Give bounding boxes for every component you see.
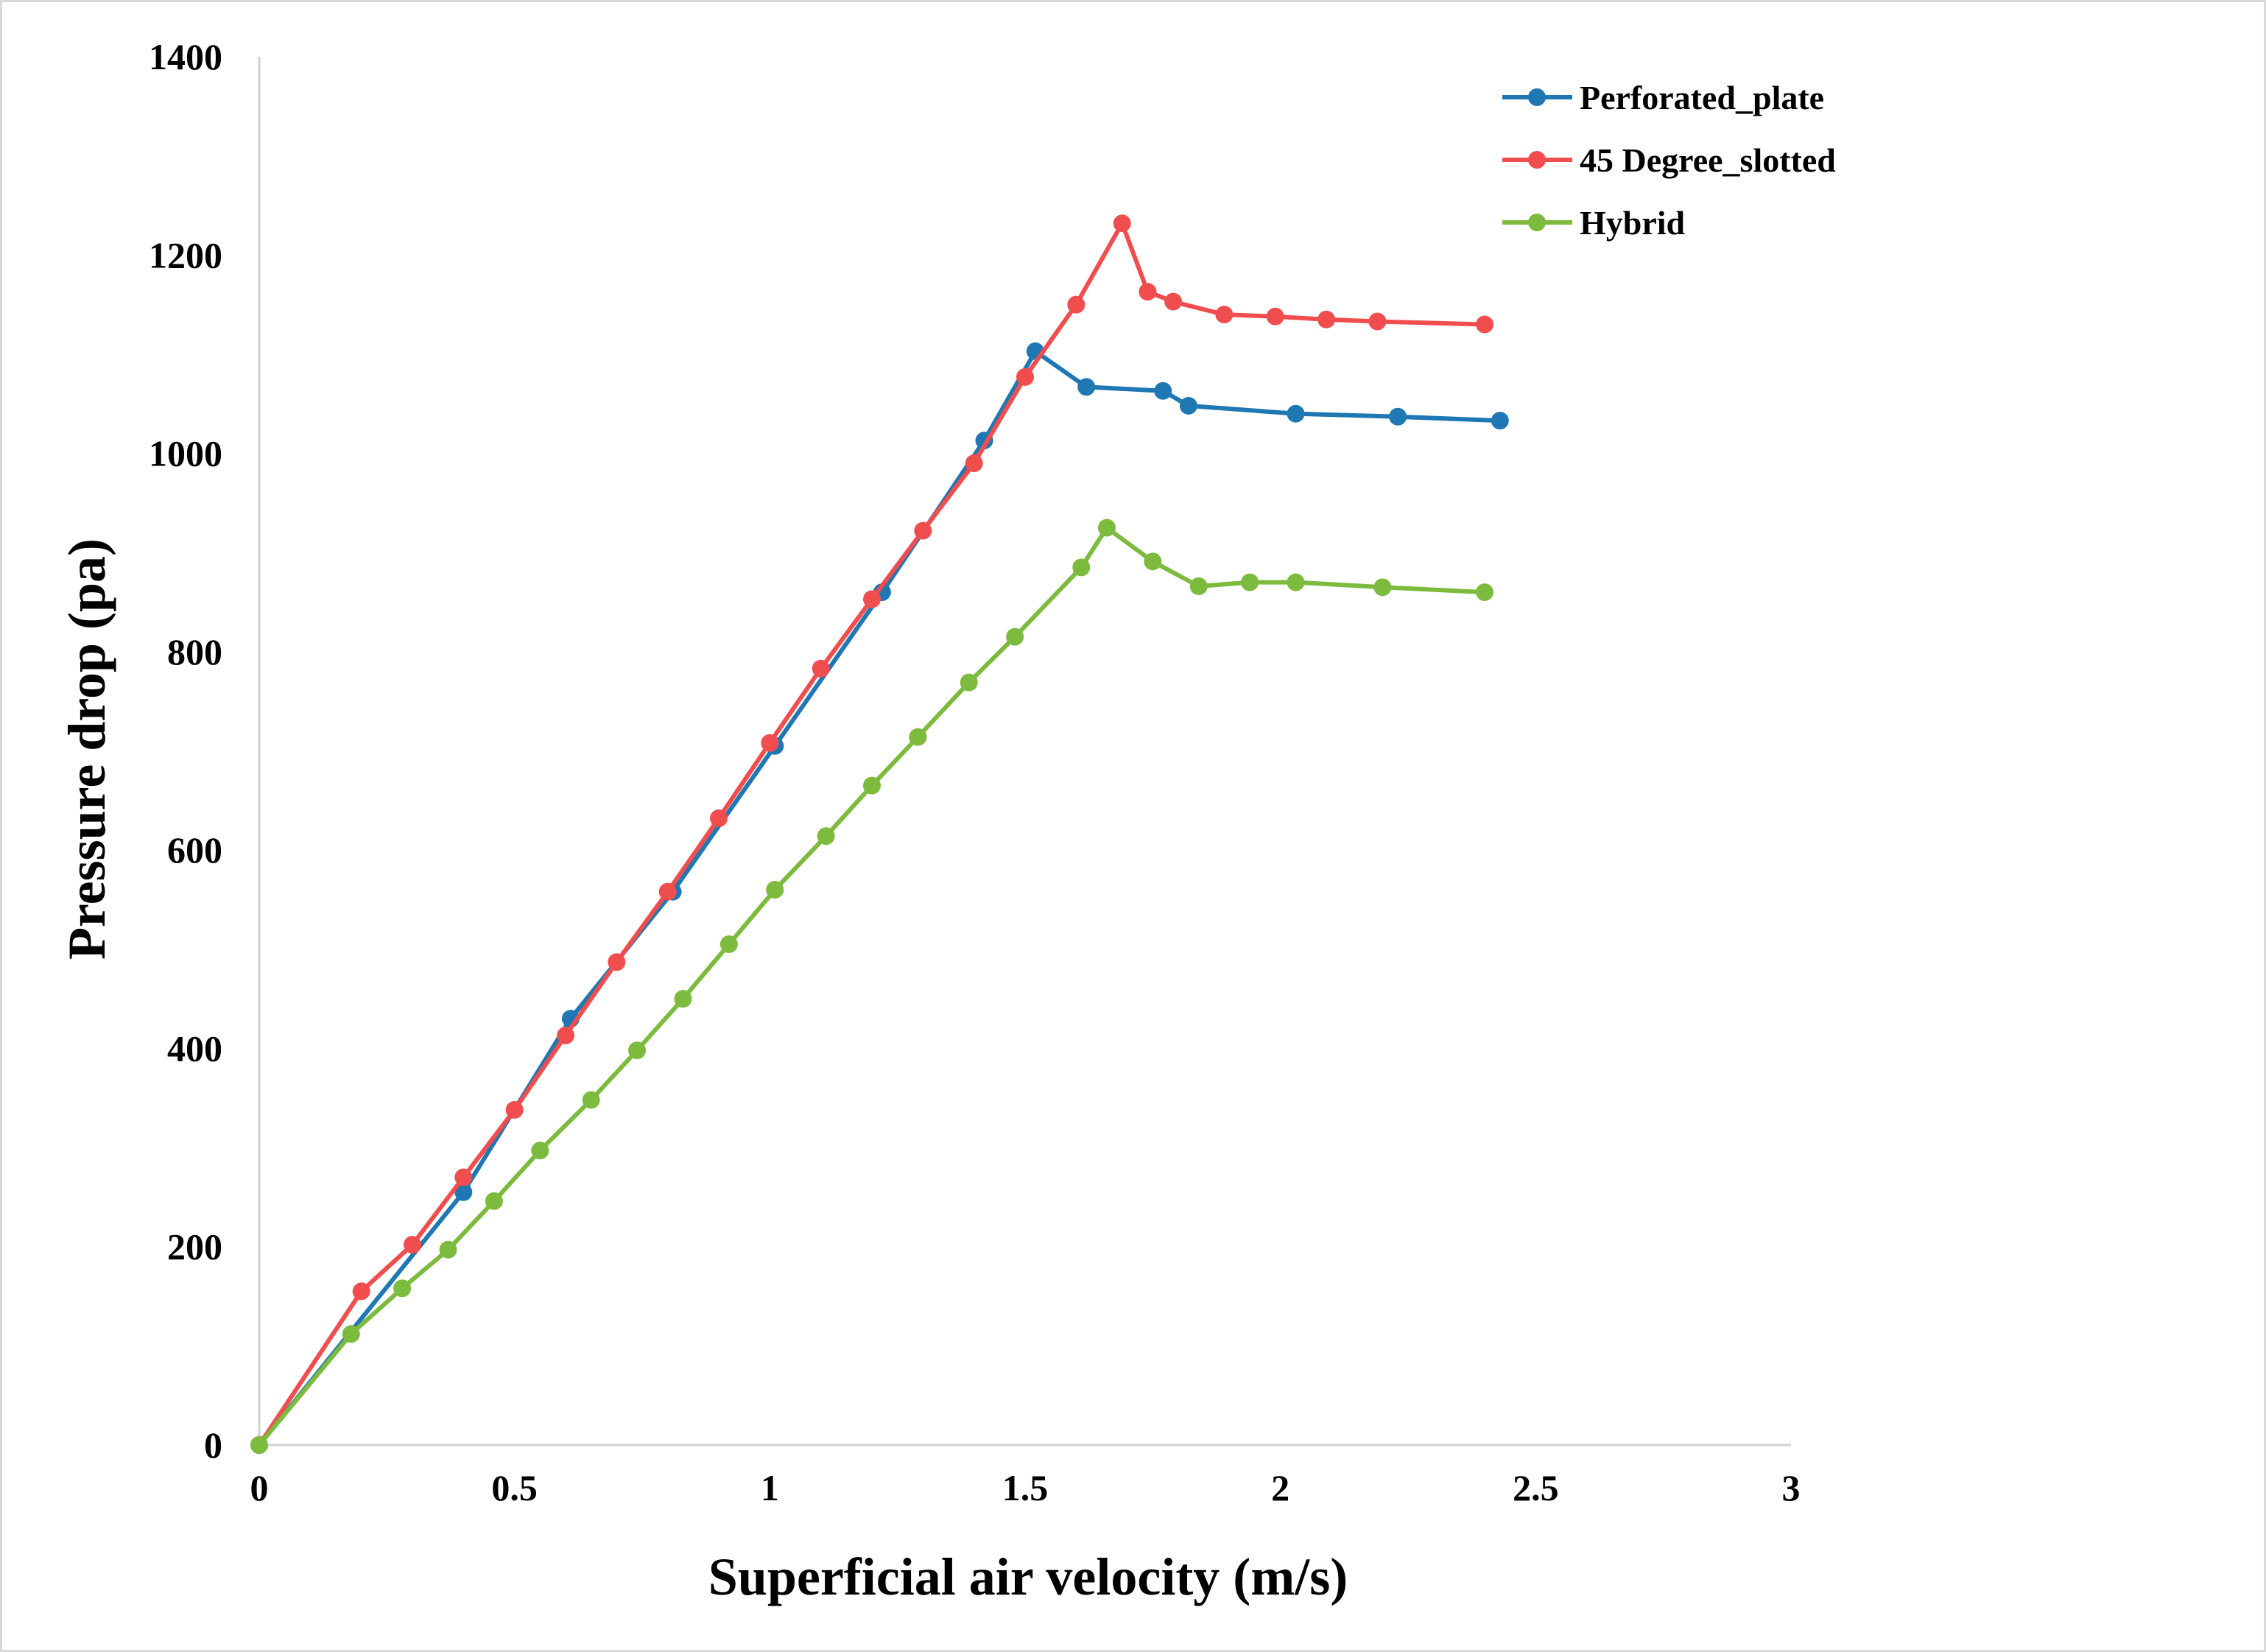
data-point [557, 1026, 574, 1044]
y-tick-label: 1200 [149, 234, 222, 275]
data-point [1476, 315, 1493, 334]
y-tick-label: 0 [204, 1424, 222, 1466]
legend-label: 45 Degree_slotted [1580, 141, 1836, 179]
data-point [1476, 583, 1493, 602]
data-point [485, 1192, 503, 1210]
data-point [1266, 307, 1284, 326]
x-tick-label: 2 [1271, 1467, 1289, 1508]
data-point [863, 590, 881, 608]
x-tick-label: 1 [761, 1467, 779, 1508]
tick-labels: 0 200 400 600 800 1000 1200 1400 0 0.5 1 1.5 2 2.5 3 [149, 36, 1801, 1508]
series-perforated-plate [250, 342, 1509, 1454]
data-point [628, 1041, 647, 1060]
y-tick-label: 600 [167, 829, 222, 871]
data-point [608, 953, 626, 971]
data-point [393, 1279, 412, 1298]
data-point [1317, 310, 1336, 328]
data-point [1179, 396, 1197, 415]
data-point [863, 776, 881, 795]
data-point [404, 1236, 421, 1254]
series-hybrid [250, 519, 1493, 1454]
data-point [1189, 577, 1208, 595]
x-axis-title: Superficial air velocity (m/s) [708, 1547, 1348, 1606]
x-tick-label: 2.5 [1513, 1467, 1559, 1508]
data-point [250, 1436, 268, 1454]
y-tick-label: 200 [167, 1226, 222, 1268]
data-point [1373, 578, 1392, 597]
data-point [1215, 306, 1234, 324]
data-point [1389, 407, 1407, 426]
data-point [1287, 404, 1305, 423]
data-point [454, 1168, 473, 1187]
data-point [1097, 519, 1116, 537]
x-tick-label: 0 [250, 1467, 269, 1508]
legend-label: Hybrid [1580, 204, 1686, 242]
data-point [1077, 378, 1096, 396]
data-point [1368, 312, 1387, 331]
data-point [352, 1282, 370, 1301]
data-point [817, 827, 835, 846]
data-point [1241, 573, 1259, 591]
y-tick-label: 1400 [149, 36, 222, 77]
data-point [1144, 552, 1162, 571]
data-point [1113, 214, 1131, 233]
y-tick-label: 400 [167, 1027, 222, 1069]
data-point [1287, 573, 1305, 591]
data-point [1164, 292, 1183, 311]
x-tick-label: 1.5 [1002, 1467, 1049, 1508]
axes [258, 57, 1791, 1447]
data-point [710, 809, 728, 828]
legend: Perforated_plate 45 Degree_slotted Hybrid [1502, 79, 1836, 242]
data-point [914, 521, 932, 540]
y-tick-label: 1000 [149, 433, 222, 474]
data-point [1491, 412, 1509, 430]
data-point [342, 1325, 360, 1343]
data-point [1067, 295, 1086, 314]
data-point [505, 1100, 524, 1119]
data-point [761, 734, 779, 752]
data-point [719, 935, 738, 954]
series-line [257, 525, 1485, 1447]
legend-item: 45 Degree_slotted [1502, 141, 1836, 179]
data-point [454, 1183, 473, 1201]
data-point [1072, 558, 1091, 577]
data-point [960, 673, 978, 692]
legend-label: Perforated_plate [1580, 79, 1824, 116]
legend-item: Perforated_plate [1502, 79, 1824, 116]
data-point [658, 882, 677, 901]
data-point [1154, 382, 1172, 400]
data-point [674, 990, 692, 1008]
legend-swatch-marker [1528, 214, 1546, 231]
x-tick-label: 0.5 [491, 1467, 538, 1508]
data-point [965, 454, 983, 473]
data-point [766, 881, 784, 899]
data-point [1016, 368, 1034, 386]
data-point [1139, 283, 1157, 301]
data-point [812, 659, 830, 678]
data-point [531, 1142, 549, 1160]
x-tick-label: 3 [1782, 1467, 1801, 1508]
series-45-degree-slotted [250, 214, 1493, 1454]
data-point [582, 1091, 600, 1109]
data-point [439, 1240, 457, 1259]
y-axis-title: Pressure drop (pa) [57, 538, 116, 960]
series-layer [250, 214, 1509, 1454]
data-point [1006, 628, 1024, 646]
legend-swatch-marker [1528, 151, 1546, 169]
legend-item: Hybrid [1502, 204, 1686, 242]
series-line [257, 348, 1500, 1447]
data-point [909, 728, 927, 746]
legend-swatch-marker [1528, 88, 1546, 106]
y-tick-label: 800 [167, 631, 222, 672]
